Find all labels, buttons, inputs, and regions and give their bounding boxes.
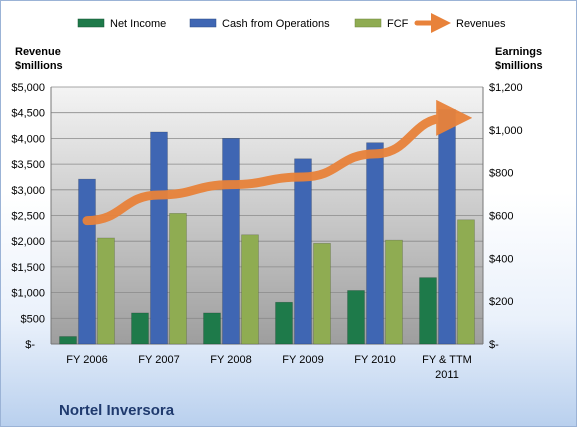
bar-cash-from-operations bbox=[294, 158, 312, 345]
bar-net-income bbox=[59, 336, 77, 345]
legend-swatch-fcf bbox=[354, 18, 382, 28]
gridlines bbox=[50, 86, 484, 345]
revenue-line bbox=[82, 99, 473, 226]
right-tick-label: $200 bbox=[489, 296, 513, 308]
right-tick-label: $600 bbox=[489, 211, 513, 223]
right-axis-ticks: $- $200 $400 $600 $800 $1,000 $1,200 bbox=[489, 82, 523, 351]
left-axis-title-line1: Revenue bbox=[15, 46, 61, 58]
x-tick-label-line2: 2011 bbox=[435, 369, 459, 381]
right-axis-title-line1: Earnings bbox=[495, 46, 542, 58]
legend-swatch-cash-from-operations bbox=[189, 18, 217, 28]
x-tick-label: FY 2009 bbox=[282, 354, 323, 366]
bar-net-income bbox=[347, 290, 365, 345]
left-tick-label: $2,500 bbox=[11, 211, 45, 223]
left-tick-label: $- bbox=[25, 339, 35, 351]
right-axis-title-line2: $millions bbox=[495, 60, 543, 72]
left-tick-label: $4,000 bbox=[11, 133, 45, 145]
bar-cash-from-operations bbox=[78, 178, 96, 345]
bar-net-income bbox=[203, 312, 221, 345]
right-tick-label: $1,200 bbox=[489, 82, 523, 94]
revenue-line-layer bbox=[82, 99, 473, 226]
bar-cash-from-operations bbox=[438, 109, 456, 345]
left-tick-label: $500 bbox=[21, 313, 45, 325]
left-tick-label: $3,000 bbox=[11, 185, 45, 197]
x-tick-label: FY 2008 bbox=[210, 354, 251, 366]
bar-fcf bbox=[313, 243, 331, 345]
left-tick-label: $1,500 bbox=[11, 262, 45, 274]
legend-label-revenues: Revenues bbox=[456, 18, 506, 30]
left-tick-label: $1,000 bbox=[11, 288, 45, 300]
x-tick-label: FY 2007 bbox=[138, 354, 179, 366]
left-tick-label: $3,500 bbox=[11, 159, 45, 171]
x-tick-label: FY 2010 bbox=[354, 354, 395, 366]
right-tick-label: $1,000 bbox=[489, 125, 523, 137]
left-tick-label: $4,500 bbox=[11, 108, 45, 120]
bar-fcf bbox=[241, 234, 259, 345]
bar-net-income bbox=[419, 277, 437, 345]
bar-net-income bbox=[131, 312, 149, 345]
bar-fcf bbox=[385, 239, 403, 345]
left-axis-ticks: $- $500 $1,000 $1,500 $2,000 $2,500 $3,000 $3,5… bbox=[11, 82, 45, 351]
legend-label-net-income: Net Income bbox=[110, 18, 166, 30]
legend-label-cash-from-operations: Cash from Operations bbox=[222, 18, 330, 30]
x-tick-label: FY & TTM bbox=[422, 354, 472, 366]
legend-swatch-net-income bbox=[77, 18, 105, 28]
bar-cash-from-operations bbox=[150, 131, 168, 345]
bars bbox=[59, 109, 475, 345]
x-tick-label: FY 2006 bbox=[66, 354, 107, 366]
left-tick-label: $5,000 bbox=[11, 82, 45, 94]
left-tick-label: $2,000 bbox=[11, 236, 45, 248]
bar-fcf bbox=[457, 219, 475, 345]
left-axis-title-line2: $millions bbox=[15, 60, 63, 72]
bar-cash-from-operations bbox=[366, 142, 384, 345]
right-tick-label: $- bbox=[489, 339, 499, 351]
company-name: Nortel Inversora bbox=[59, 402, 175, 419]
legend-label-fcf: FCF bbox=[387, 18, 409, 30]
legend: Net Income Cash from Operations FCF Reve… bbox=[77, 13, 506, 33]
right-tick-label: $400 bbox=[489, 253, 513, 265]
bar-fcf bbox=[169, 213, 187, 345]
bar-cash-from-operations bbox=[222, 138, 240, 345]
bar-net-income bbox=[275, 301, 293, 345]
right-tick-label: $800 bbox=[489, 168, 513, 180]
bar-fcf bbox=[97, 237, 115, 345]
x-axis-ticks: FY 2006 FY 2007 FY 2008 FY 2009 FY 2010 FY & … bbox=[66, 354, 472, 381]
